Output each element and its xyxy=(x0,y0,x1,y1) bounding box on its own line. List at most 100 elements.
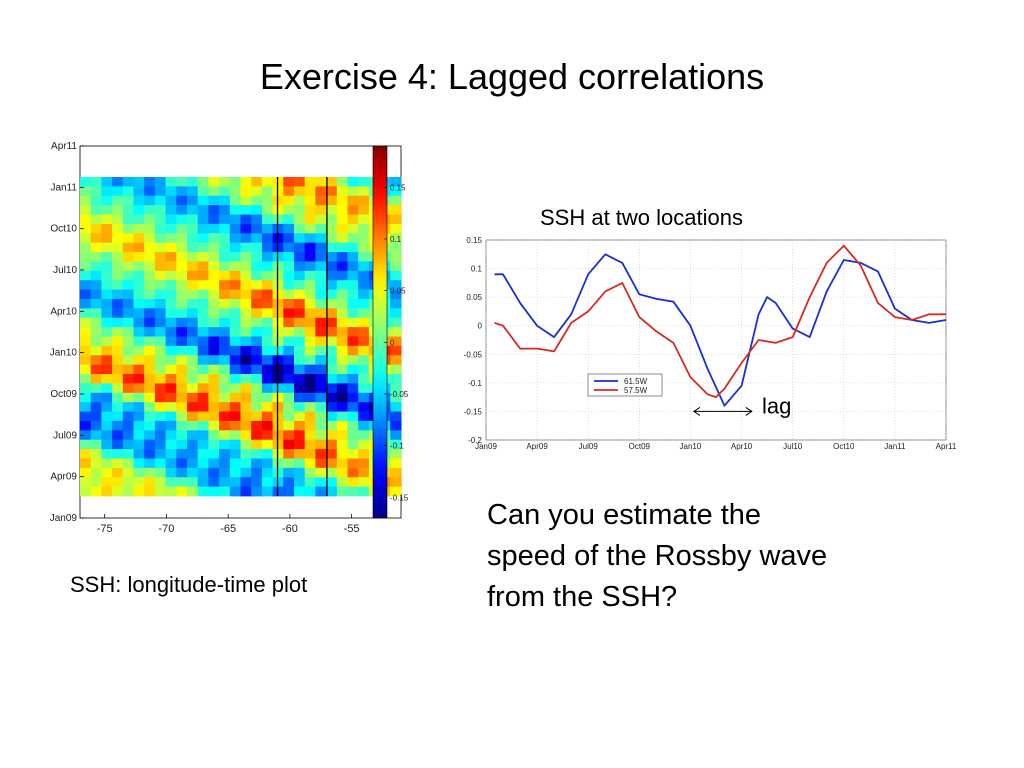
heatmap-cell xyxy=(165,364,177,375)
heatmap-cell xyxy=(219,449,231,459)
heatmap-cell xyxy=(144,467,156,478)
heatmap-cell xyxy=(219,364,231,375)
heatmap-cell xyxy=(165,345,177,356)
heatmap-cell xyxy=(315,345,327,356)
heatmap-cell xyxy=(187,186,199,197)
heatmap-cell xyxy=(101,242,113,253)
heatmap-cell xyxy=(304,186,316,197)
heatmap-cell xyxy=(283,214,295,225)
heatmap-cell xyxy=(315,280,327,290)
heatmap-cell xyxy=(90,233,102,244)
heatmap-cell xyxy=(176,345,188,356)
heatmap-cell xyxy=(229,383,241,394)
heatmap-cell xyxy=(358,261,370,272)
heatmap-cell xyxy=(219,270,231,281)
heatmap-cell xyxy=(208,420,220,431)
heatmap-cell xyxy=(197,177,209,187)
heatmap-cell xyxy=(251,223,263,234)
heatmap-cell xyxy=(187,233,199,244)
heatmap-cell xyxy=(154,467,166,478)
heatmap-cell xyxy=(208,327,220,337)
heatmap-cell xyxy=(90,486,102,497)
y-tick-label: Apr10 xyxy=(50,306,77,317)
heatmap-cell xyxy=(80,439,92,450)
heatmap-cell xyxy=(165,280,177,290)
heatmap-cell xyxy=(315,214,327,225)
heatmap-cell xyxy=(101,420,113,431)
heatmap-cell xyxy=(101,430,113,441)
heatmap-cell xyxy=(80,289,92,300)
heatmap-cell xyxy=(208,458,220,469)
heatmap-cell xyxy=(154,336,166,347)
heatmap-cell xyxy=(390,486,402,497)
heatmap-cell xyxy=(208,430,220,441)
heatmap-cell xyxy=(122,195,134,206)
heatmap-cell xyxy=(187,449,199,459)
heatmap-cell xyxy=(165,214,177,225)
heatmap-cell xyxy=(176,223,188,234)
heatmap-cell xyxy=(187,280,199,290)
heatmap-cell xyxy=(315,374,327,384)
heatmap-cell xyxy=(176,458,188,469)
heatmap-cell xyxy=(80,355,92,366)
heatmap-cell xyxy=(154,355,166,366)
heatmap-cell xyxy=(80,411,92,422)
heatmap-cell xyxy=(154,289,166,300)
y-tick-label: Jan11 xyxy=(50,182,77,193)
x-tick-label: Jul09 xyxy=(579,442,599,451)
heatmap-cell xyxy=(261,392,273,403)
heatmap-cell xyxy=(219,289,231,300)
heatmap-cell xyxy=(133,261,145,272)
heatmap-cell xyxy=(336,345,348,356)
heatmap-cell xyxy=(90,195,102,206)
heatmap-cell xyxy=(251,280,263,290)
heatmap-cell xyxy=(326,467,338,478)
heatmap-cell xyxy=(283,317,295,328)
heatmap-cell xyxy=(165,298,177,309)
heatmap-cell xyxy=(90,308,102,319)
heatmap-cell xyxy=(101,327,113,337)
heatmap-cell xyxy=(283,195,295,206)
heatmap-cell xyxy=(326,420,338,431)
heatmap-cell xyxy=(261,317,273,328)
heatmap-cell xyxy=(240,298,252,309)
heatmap-cell xyxy=(261,467,273,478)
heatmap-cell xyxy=(304,298,316,309)
heatmap-cell xyxy=(197,420,209,431)
heatmap-cell xyxy=(144,336,156,347)
heatmap-cell xyxy=(294,477,306,488)
x-tick-label: Jan10 xyxy=(680,442,702,451)
heatmap-cell xyxy=(326,298,338,309)
y-tick-label: Apr09 xyxy=(50,472,77,483)
heatmap-cell xyxy=(187,430,199,441)
heatmap-cell xyxy=(315,411,327,422)
heatmap-cell xyxy=(144,420,156,431)
y-tick-label: Oct09 xyxy=(50,389,77,400)
heatmap-cell xyxy=(101,223,113,234)
heatmap-cell xyxy=(219,195,231,206)
heatmap-cell xyxy=(80,467,92,478)
heatmap-cell xyxy=(336,383,348,394)
heatmap-cell xyxy=(197,327,209,337)
heatmap-cell xyxy=(133,327,145,337)
heatmap-cell xyxy=(144,195,156,206)
heatmap-cell xyxy=(133,374,145,384)
heatmap-cell xyxy=(283,308,295,319)
heatmap-cell xyxy=(326,177,338,187)
heatmap-cell xyxy=(133,467,145,478)
heatmap-cell xyxy=(122,467,134,478)
question-line-1: Can you estimate the xyxy=(487,499,762,531)
heatmap-cell xyxy=(208,439,220,450)
heatmap-cell xyxy=(283,261,295,272)
heatmap-cell xyxy=(90,402,102,412)
heatmap-cell xyxy=(294,345,306,356)
heatmap-cell xyxy=(336,214,348,225)
heatmap-cell xyxy=(208,402,220,412)
heatmap-cell xyxy=(347,449,359,459)
heatmap-cell xyxy=(208,298,220,309)
heatmap-cell xyxy=(122,364,134,375)
heatmap-cell xyxy=(219,458,231,469)
heatmap-cell xyxy=(112,477,124,488)
heatmap-cell xyxy=(101,383,113,394)
heatmap-cell xyxy=(261,308,273,319)
